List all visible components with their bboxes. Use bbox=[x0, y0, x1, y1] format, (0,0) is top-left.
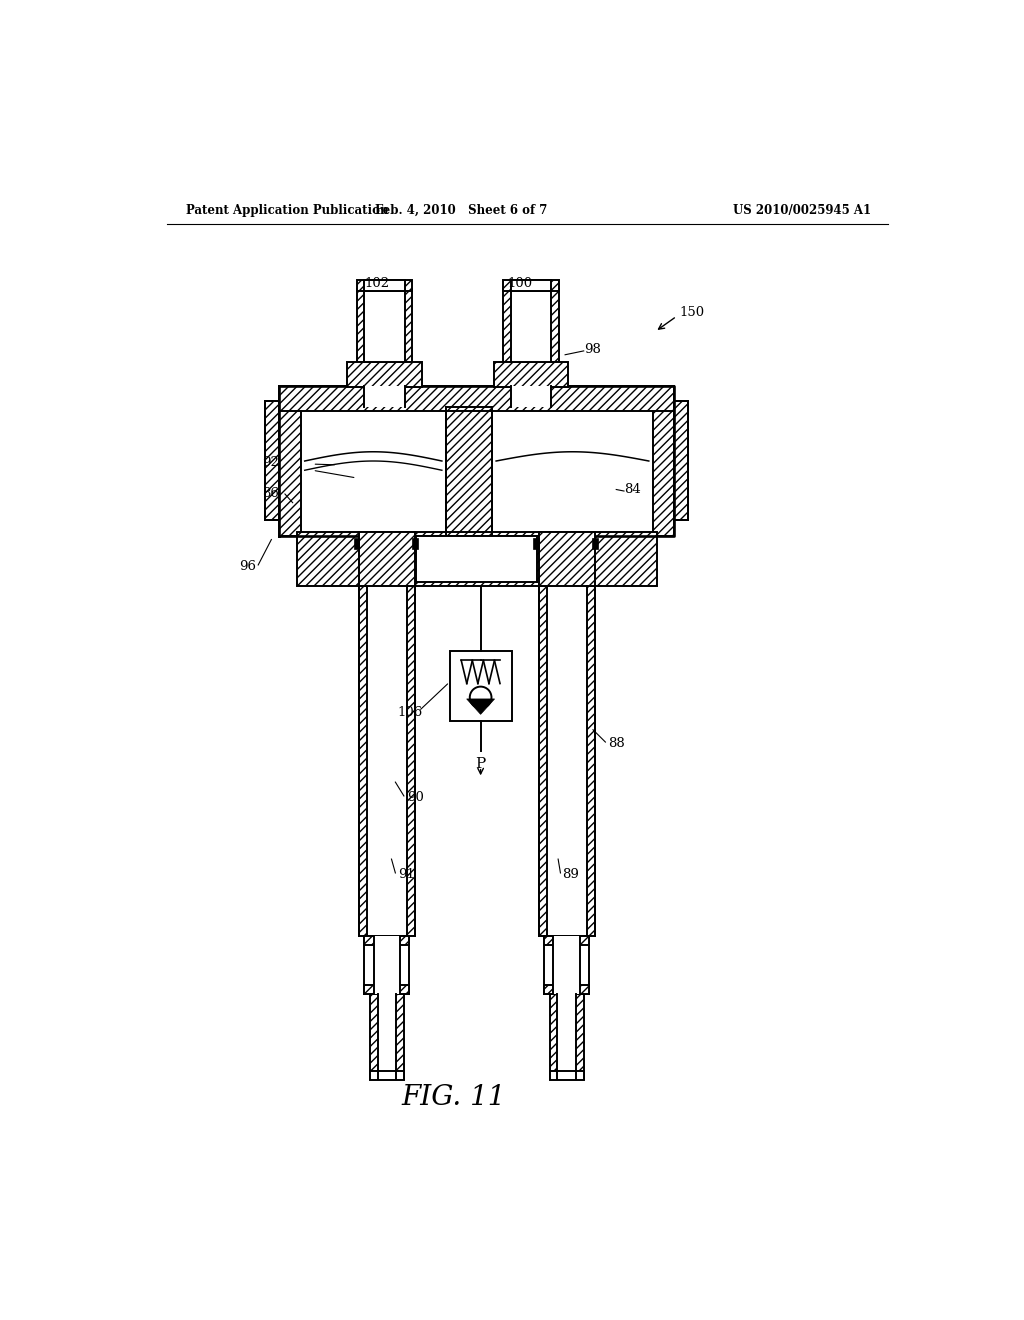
Text: 91: 91 bbox=[397, 869, 415, 880]
Bar bbox=[445, 407, 493, 536]
Text: 84: 84 bbox=[624, 483, 641, 496]
Bar bbox=[265, 401, 280, 520]
Bar bbox=[503, 289, 559, 363]
Bar bbox=[347, 363, 422, 387]
Bar bbox=[503, 280, 559, 290]
Bar bbox=[554, 936, 580, 994]
Bar bbox=[417, 536, 538, 582]
Text: 106: 106 bbox=[397, 706, 423, 719]
Bar bbox=[280, 385, 675, 411]
Bar bbox=[547, 586, 587, 936]
Bar bbox=[494, 363, 568, 387]
Bar bbox=[365, 385, 404, 407]
Bar bbox=[511, 280, 551, 290]
Bar bbox=[280, 385, 675, 536]
Polygon shape bbox=[467, 700, 495, 714]
Text: 90: 90 bbox=[407, 791, 424, 804]
Bar bbox=[353, 539, 359, 549]
Text: 89: 89 bbox=[562, 869, 579, 880]
Bar bbox=[367, 586, 407, 936]
Bar bbox=[297, 532, 656, 586]
Bar bbox=[370, 1071, 403, 1080]
Bar bbox=[365, 936, 410, 945]
Bar bbox=[378, 994, 396, 1078]
Bar bbox=[356, 289, 413, 363]
Text: Feb. 4, 2010   Sheet 6 of 7: Feb. 4, 2010 Sheet 6 of 7 bbox=[375, 205, 548, 218]
Bar bbox=[550, 994, 584, 1078]
Bar bbox=[365, 936, 410, 994]
Bar bbox=[356, 280, 413, 290]
Bar bbox=[413, 539, 418, 549]
Bar bbox=[365, 985, 410, 994]
Text: Patent Application Publication: Patent Application Publication bbox=[186, 205, 389, 218]
Bar bbox=[592, 539, 598, 549]
Bar bbox=[374, 936, 400, 994]
Text: 150: 150 bbox=[680, 306, 705, 319]
Text: P: P bbox=[475, 758, 485, 771]
Text: 96: 96 bbox=[239, 560, 256, 573]
Text: US 2010/0025945 A1: US 2010/0025945 A1 bbox=[733, 205, 871, 218]
Bar bbox=[544, 985, 589, 994]
Text: 98: 98 bbox=[584, 343, 600, 356]
Text: 92: 92 bbox=[262, 455, 280, 469]
Bar bbox=[544, 936, 589, 945]
Bar bbox=[550, 1071, 584, 1080]
Bar bbox=[359, 586, 415, 936]
Bar bbox=[544, 936, 589, 994]
Bar bbox=[539, 532, 595, 586]
Bar bbox=[539, 586, 595, 936]
Text: FIG. 11: FIG. 11 bbox=[401, 1084, 506, 1111]
Bar bbox=[534, 539, 539, 549]
Bar bbox=[359, 532, 415, 586]
Bar bbox=[370, 994, 403, 1078]
Bar bbox=[511, 385, 551, 407]
Bar bbox=[557, 994, 575, 1078]
Bar bbox=[365, 289, 404, 363]
Text: 100: 100 bbox=[508, 277, 532, 290]
Text: 102: 102 bbox=[365, 277, 389, 290]
Bar bbox=[365, 280, 404, 290]
Bar bbox=[450, 651, 512, 721]
Bar bbox=[301, 407, 652, 536]
Text: 86: 86 bbox=[262, 487, 280, 500]
Bar bbox=[511, 289, 551, 363]
Bar bbox=[675, 401, 688, 520]
Text: 88: 88 bbox=[608, 737, 626, 750]
